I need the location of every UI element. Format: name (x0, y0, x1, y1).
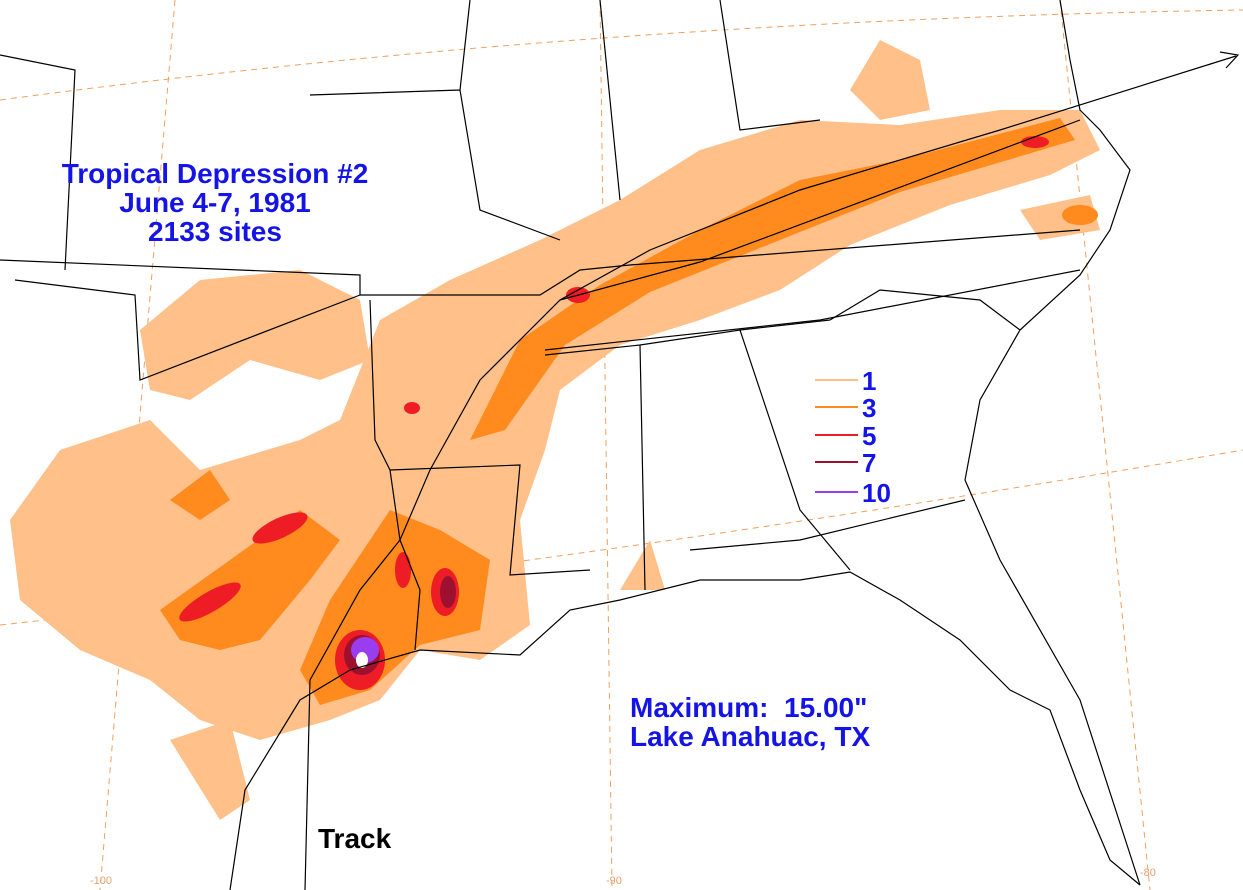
title-line: 2133 sites (148, 216, 282, 247)
legend-value: 10 (862, 478, 891, 508)
title-line: June 4-7, 1981 (119, 187, 310, 218)
legend-value: 1 (862, 366, 876, 396)
longitude-label: -100 (90, 875, 112, 887)
maximum-location: Lake Anahuac, TX (630, 721, 870, 752)
legend-value: 5 (862, 421, 876, 451)
track (304, 51, 1240, 890)
track-label: Track (318, 823, 392, 854)
maximum-label: Maximum: 15.00" (630, 692, 867, 723)
legend-value: 3 (862, 393, 876, 423)
longitude-label: -80 (1140, 867, 1156, 879)
title-line: Tropical Depression #2 (62, 158, 369, 189)
rainfall-shading (10, 40, 1100, 820)
borders (0, 0, 1141, 890)
longitude-label: -90 (606, 875, 622, 887)
legend-value: 7 (862, 448, 876, 478)
